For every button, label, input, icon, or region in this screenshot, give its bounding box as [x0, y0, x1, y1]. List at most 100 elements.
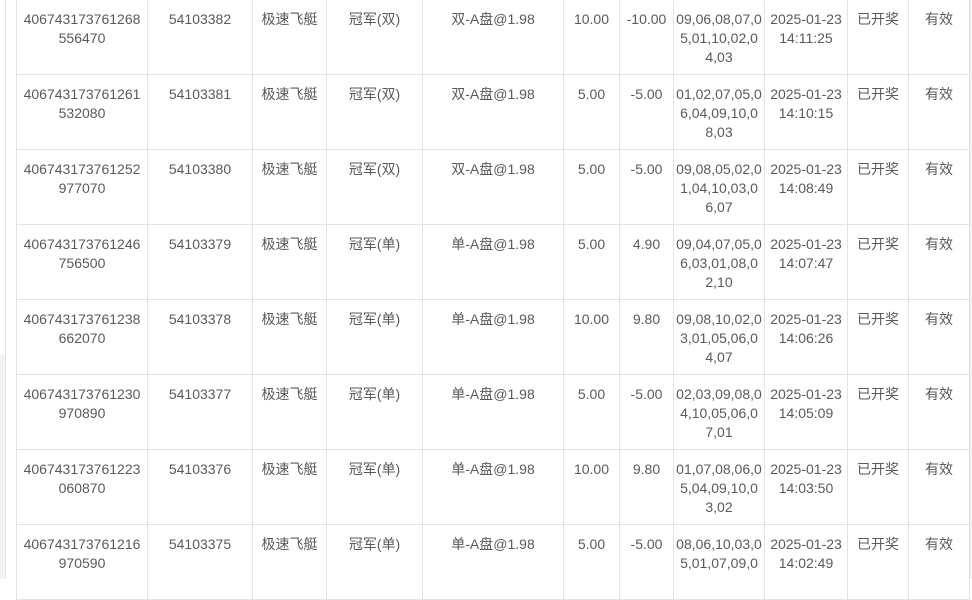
play-type-cell: 冠军(双) — [326, 0, 423, 75]
game-cell-text: 极速飞艇 — [261, 11, 318, 27]
bet-content-cell: 单-A盘@1.98 — [422, 299, 564, 375]
bet-content-cell-text: 单-A盘@1.98 — [451, 386, 535, 402]
order-id-cell-text: 406743173761261532080 — [23, 86, 141, 121]
table-row[interactable]: 406743173761261532080 54103381 极速飞艇 冠军(双) 双-… — [16, 74, 970, 150]
profit-cell-text: -5.00 — [630, 536, 663, 552]
game-cell: 极速飞艇 — [252, 149, 327, 225]
valid-cell: 有效 — [908, 0, 970, 75]
bet-content-cell: 单-A盘@1.98 — [422, 374, 564, 450]
bet-time-cell: 2025-01-23 14:08:49 — [764, 149, 848, 225]
draw-result-cell-text: 02,03,09,08,04,10,05,06,07,01 — [676, 386, 762, 440]
order-id-cell: 406743173761261532080 — [16, 74, 148, 150]
amount-cell: 10.00 — [563, 299, 620, 375]
valid-cell-text: 有效 — [925, 86, 953, 102]
profit-cell: -5.00 — [619, 149, 674, 225]
period-cell-text: 54103380 — [168, 161, 232, 177]
amount-cell-text: 5.00 — [577, 386, 606, 402]
period-cell: 54103380 — [147, 149, 253, 225]
amount-cell-text: 5.00 — [577, 536, 606, 552]
profit-cell-text: -5.00 — [630, 161, 663, 177]
period-cell: 54103382 — [147, 0, 253, 75]
status-cell: 已开奖 — [847, 74, 909, 150]
valid-cell: 有效 — [908, 524, 970, 600]
order-id-cell: 406743173761246756500 — [16, 224, 148, 300]
order-id-cell-text: 406743173761216970590 — [23, 536, 141, 571]
table-row[interactable]: 406743173761230970890 54103377 极速飞艇 冠军(单) 单-… — [16, 374, 970, 450]
scrollbar[interactable] — [969, 0, 972, 579]
amount-cell-text: 10.00 — [573, 461, 610, 477]
bet-content-cell-text: 单-A盘@1.98 — [451, 236, 535, 252]
order-id-cell-text: 406743173761252977070 — [23, 161, 141, 196]
amount-cell-text: 10.00 — [573, 11, 610, 27]
draw-result-cell: 09,06,08,07,05,01,10,02,04,03 — [673, 0, 765, 75]
bet-content-cell-text: 双-A盘@1.98 — [451, 86, 535, 102]
bet-time-cell-text: 2025-01-23 14:10:15 — [770, 86, 842, 121]
profit-cell-text: -5.00 — [630, 386, 663, 402]
status-cell: 已开奖 — [847, 224, 909, 300]
valid-cell: 有效 — [908, 449, 970, 525]
bet-content-cell-text: 单-A盘@1.98 — [451, 536, 535, 552]
play-type-cell-text: 冠军(双) — [348, 86, 401, 102]
profit-cell-text: -5.00 — [630, 86, 663, 102]
bet-time-cell: 2025-01-23 14:11:25 — [764, 0, 848, 75]
period-cell-text: 54103378 — [168, 311, 232, 327]
status-cell-text: 已开奖 — [857, 11, 899, 27]
status-cell: 已开奖 — [847, 299, 909, 375]
bet-content-cell-text: 单-A盘@1.98 — [451, 461, 535, 477]
status-cell-text: 已开奖 — [857, 311, 899, 327]
draw-result-cell: 08,06,10,03,05,01,07,09,0 — [673, 524, 765, 600]
play-type-cell-text: 冠军(单) — [348, 536, 401, 552]
period-cell: 54103377 — [147, 374, 253, 450]
play-type-cell-text: 冠军(单) — [348, 461, 401, 477]
period-cell: 54103375 — [147, 524, 253, 600]
profit-cell: -5.00 — [619, 524, 674, 600]
bet-time-cell-text: 2025-01-23 14:05:09 — [770, 386, 842, 421]
amount-cell-text: 5.00 — [577, 236, 606, 252]
period-cell-text: 54103377 — [168, 386, 232, 402]
bet-time-cell: 2025-01-23 14:02:49 — [764, 524, 848, 600]
bet-content-cell: 单-A盘@1.98 — [422, 524, 564, 600]
bet-time-cell-text: 2025-01-23 14:07:47 — [770, 236, 842, 271]
draw-result-cell-text: 09,04,07,05,06,03,01,08,02,10 — [676, 236, 762, 290]
amount-cell: 5.00 — [563, 74, 620, 150]
valid-cell: 有效 — [908, 149, 970, 225]
period-cell-text: 54103381 — [168, 86, 232, 102]
period-cell: 54103381 — [147, 74, 253, 150]
valid-cell-text: 有效 — [925, 461, 953, 477]
order-id-cell: 406743173761216970590 — [16, 524, 148, 600]
valid-cell: 有效 — [908, 74, 970, 150]
status-cell-text: 已开奖 — [857, 386, 899, 402]
table-row[interactable]: 406743173761223060870 54103376 极速飞艇 冠军(单) 单-… — [16, 449, 970, 525]
order-id-cell: 406743173761223060870 — [16, 449, 148, 525]
status-cell: 已开奖 — [847, 524, 909, 600]
status-cell-text: 已开奖 — [857, 86, 899, 102]
game-cell: 极速飞艇 — [252, 74, 327, 150]
bet-content-cell-text: 双-A盘@1.98 — [451, 11, 535, 27]
table-row[interactable]: 406743173761238662070 54103378 极速飞艇 冠军(单) 单-… — [16, 299, 970, 375]
period-cell-text: 54103375 — [168, 536, 232, 552]
valid-cell: 有效 — [908, 374, 970, 450]
play-type-cell-text: 冠军(双) — [348, 161, 401, 177]
profit-cell-text: 9.80 — [632, 311, 661, 327]
profit-cell: -5.00 — [619, 374, 674, 450]
valid-cell: 有效 — [908, 299, 970, 375]
table-row[interactable]: 406743173761216970590 54103375 极速飞艇 冠军(单) 单-… — [16, 524, 970, 600]
bet-time-cell-text: 2025-01-23 14:11:25 — [770, 11, 842, 46]
play-type-cell-text: 冠军(单) — [348, 236, 401, 252]
period-cell-text: 54103382 — [168, 11, 232, 27]
bet-time-cell-text: 2025-01-23 14:08:49 — [770, 161, 842, 196]
draw-result-cell-text: 09,08,10,02,03,01,05,06,04,07 — [676, 311, 762, 365]
profit-cell: -5.00 — [619, 74, 674, 150]
amount-cell: 5.00 — [563, 149, 620, 225]
table-row[interactable]: 406743173761252977070 54103380 极速飞艇 冠军(双) 双-… — [16, 149, 970, 225]
play-type-cell-text: 冠军(双) — [348, 11, 401, 27]
play-type-cell: 冠军(单) — [326, 224, 423, 300]
game-cell-text: 极速飞艇 — [261, 311, 318, 327]
order-id-cell-text: 406743173761230970890 — [23, 386, 141, 421]
table-row[interactable]: 406743173761268556470 54103382 极速飞艇 冠军(双) 双-… — [16, 0, 970, 75]
game-cell-text: 极速飞艇 — [261, 386, 318, 402]
amount-cell-text: 5.00 — [577, 161, 606, 177]
status-cell-text: 已开奖 — [857, 161, 899, 177]
status-cell-text: 已开奖 — [857, 236, 899, 252]
table-row[interactable]: 406743173761246756500 54103379 极速飞艇 冠军(单) 单-… — [16, 224, 970, 300]
